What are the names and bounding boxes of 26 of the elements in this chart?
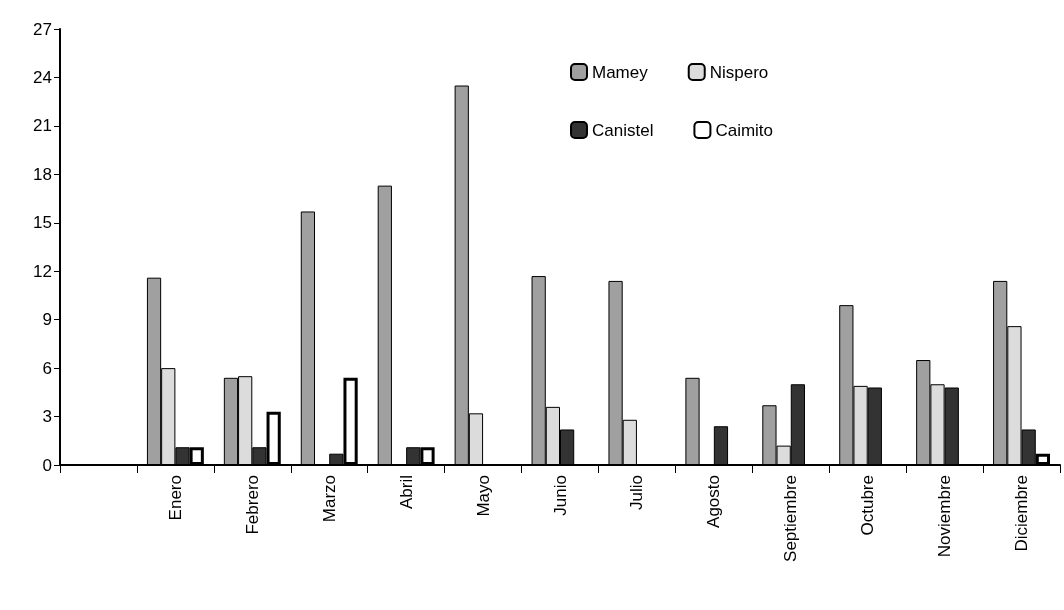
y-tick-label: 6 <box>42 358 52 378</box>
y-tick-label: 12 <box>33 261 52 281</box>
y-tick-label: 27 <box>33 19 52 39</box>
x-tick-label: Abril <box>396 475 416 510</box>
y-tick-label: 3 <box>42 407 52 427</box>
y-tick-label: 18 <box>33 164 52 184</box>
legend-label: Canistel <box>592 120 654 140</box>
x-tick-label: Septiembre <box>781 475 801 562</box>
y-tick-label: 21 <box>33 116 52 136</box>
y-tick-label: 24 <box>33 67 52 87</box>
y-tick-label: 15 <box>33 213 52 233</box>
x-tick-label: Julio <box>627 475 647 510</box>
x-tick-label: Agosto <box>704 475 724 528</box>
x-tick-label: Diciembre <box>1012 475 1032 552</box>
x-tick-label: Febrero <box>242 475 262 535</box>
x-tick-label: Marzo <box>319 475 339 523</box>
y-tick-label: 0 <box>42 455 52 475</box>
x-tick-label: Octubre <box>858 475 878 536</box>
y-tick-label: 9 <box>42 310 52 330</box>
x-tick-label: Enero <box>165 475 185 521</box>
x-tick-label: Mayo <box>473 475 493 517</box>
legend-label: Mamey <box>592 62 649 82</box>
x-tick-label: Junio <box>550 475 570 516</box>
x-tick-label: Noviembre <box>935 475 955 558</box>
legend-label: Nispero <box>709 62 769 82</box>
legend-label: Caimito <box>715 120 774 140</box>
